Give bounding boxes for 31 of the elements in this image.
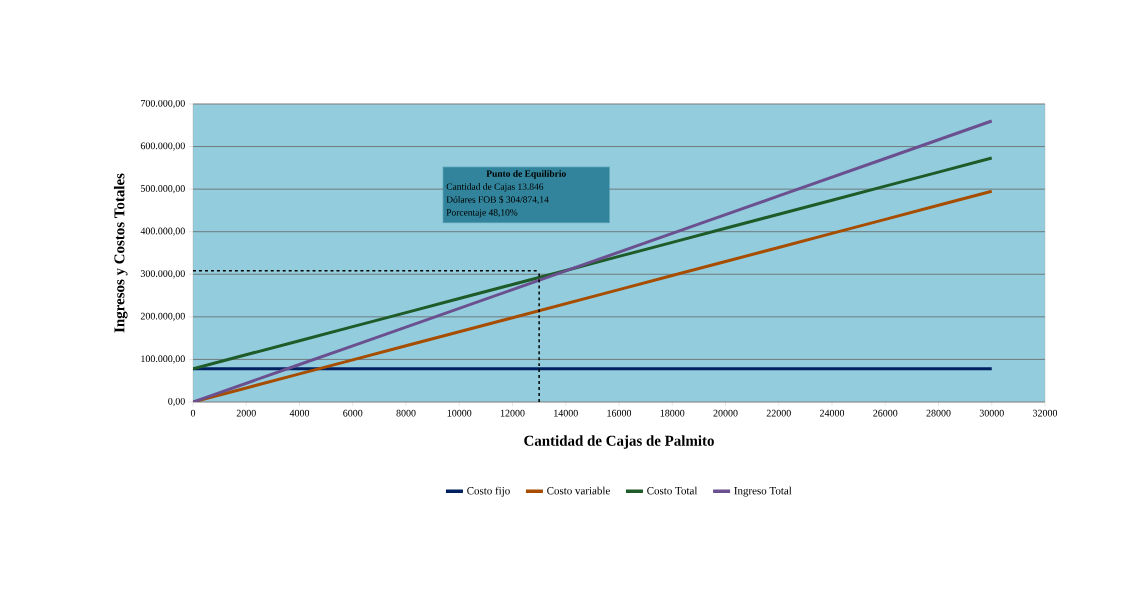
x-tick-label: 12000 (500, 409, 525, 417)
x-tick-label: 2000 (236, 409, 256, 417)
x-tick-label: 30000 (979, 409, 1004, 417)
y-tick-label: 700.000,00 (141, 99, 185, 109)
x-tick-label: 32000 (1033, 409, 1058, 417)
y-tick-label: 0,00 (168, 397, 185, 407)
legend-label: Costo variable (547, 486, 610, 495)
y-tick-label: 100.000,00 (141, 355, 185, 364)
y-tick-label: 500.000,00 (140, 185, 185, 194)
x-tick-label: 14000 (554, 409, 578, 417)
x-tick-label: 8000 (396, 409, 416, 417)
x-tick-label: 4000 (289, 409, 310, 417)
x-tick-label: 22000 (766, 409, 791, 417)
x-tick-label: 18000 (660, 409, 685, 417)
y-tick-label: 600.000,00 (140, 142, 185, 151)
x-tick-label: 6000 (343, 409, 363, 417)
x-tick-label: 28000 (926, 409, 951, 417)
y-tick-label: 200.000,00 (140, 312, 185, 321)
x-tick-label: 10000 (447, 409, 472, 417)
x-tick-label: 24000 (819, 409, 845, 417)
x-axis-title: Cantidad de Cajas de Palmito (524, 435, 714, 449)
legend-label: Costo fijo (467, 486, 510, 497)
legend-label: Ingreso Total (734, 486, 792, 497)
x-tick-label: 20000 (713, 409, 738, 417)
x-tick-label: 26000 (873, 409, 898, 417)
x-tick-label: 16000 (607, 409, 632, 417)
y-tick-label: 300.000,00 (140, 270, 185, 279)
y-axis-title: Ingresos y Costos Totales (113, 173, 128, 333)
y-tick-label: 400.000,00 (140, 227, 185, 236)
x-tick-label: 0 (190, 409, 196, 417)
legend-label: Costo Total (647, 486, 698, 495)
